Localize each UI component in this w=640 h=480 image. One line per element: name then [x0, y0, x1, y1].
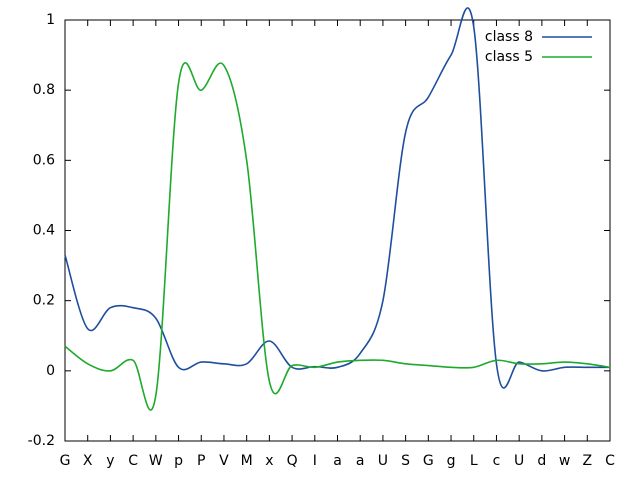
x-tick-label: Z	[582, 453, 592, 469]
x-tick-label: G	[60, 453, 71, 469]
x-tick-label: w	[559, 453, 570, 469]
x-tick-label: U	[378, 453, 388, 469]
series-line	[64, 62, 611, 411]
y-tick-label: 0.4	[33, 223, 55, 239]
x-tick-label: p	[174, 453, 183, 469]
x-tick-label: a	[356, 453, 365, 469]
x-tick-label: Q	[287, 453, 298, 469]
x-tick-label: M	[241, 453, 253, 469]
x-tick-label: a	[333, 453, 342, 469]
y-tick-label: 0.2	[33, 293, 55, 309]
y-tick-label: 0	[46, 363, 55, 379]
x-tick-label: G	[423, 453, 434, 469]
legend-label: class 8	[485, 29, 533, 45]
series-line	[64, 7, 610, 389]
x-tick-label: W	[149, 453, 163, 469]
x-tick-label: g	[447, 453, 456, 469]
x-tick-label: V	[219, 453, 229, 469]
legend-label: class 5	[485, 49, 533, 65]
x-tick-label: y	[106, 453, 114, 469]
plot-frame	[64, 19, 611, 442]
x-tick-label: U	[514, 453, 524, 469]
x-tick-label: X	[83, 453, 93, 469]
x-tick-label: S	[401, 453, 410, 469]
x-tick-label: L	[470, 453, 478, 469]
y-tick-label: 1	[46, 12, 55, 28]
x-tick-label: x	[265, 453, 273, 469]
x-tick-label: I	[313, 453, 317, 469]
x-tick-label: d	[537, 453, 546, 469]
x-tick-label: C	[128, 453, 138, 469]
x-tick-label: C	[605, 453, 615, 469]
y-tick-label: 0.6	[33, 152, 55, 168]
x-tick-label: c	[493, 453, 501, 469]
x-tick-label: P	[197, 453, 205, 469]
y-tick-label: -0.2	[28, 433, 55, 449]
y-tick-label: 0.8	[33, 82, 55, 98]
